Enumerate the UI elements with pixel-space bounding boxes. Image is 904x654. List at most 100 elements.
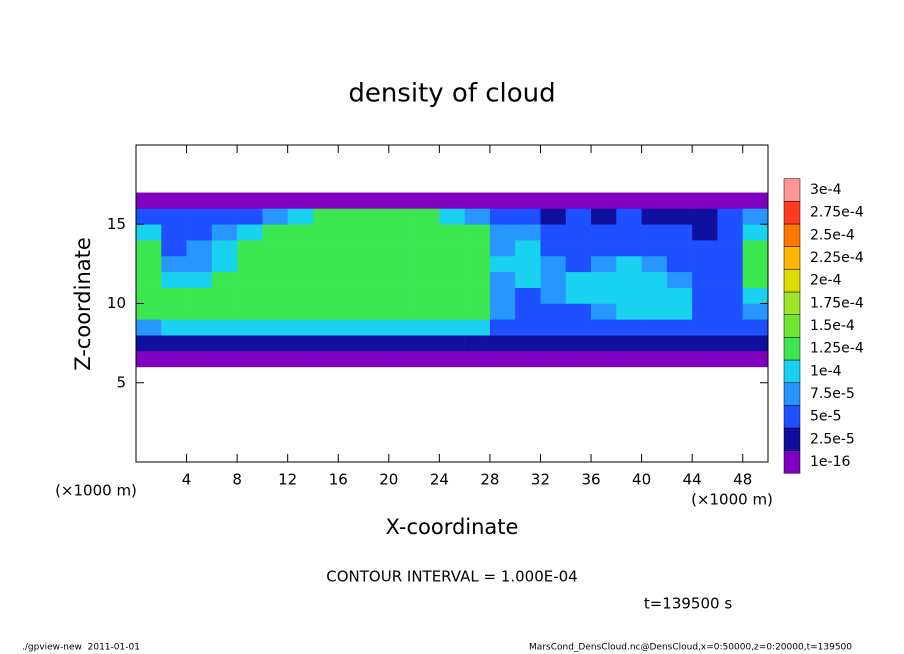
cell <box>742 287 769 304</box>
cell <box>161 335 187 352</box>
x-tick-label: 36 <box>581 471 600 489</box>
cell <box>717 192 744 209</box>
x-tick-label: 24 <box>430 471 449 489</box>
cell <box>742 335 769 352</box>
cell <box>591 319 617 336</box>
cell <box>515 192 541 209</box>
cell <box>666 255 693 273</box>
cell <box>136 240 162 257</box>
cell <box>666 240 693 257</box>
contour-interval: CONTOUR INTERVAL = 1.000E-04 <box>326 568 577 586</box>
cell <box>540 319 567 336</box>
cell <box>515 208 541 225</box>
colorbar-label: 2e-4 <box>810 273 842 289</box>
cell <box>211 351 238 368</box>
cell <box>515 271 541 288</box>
cell <box>540 192 567 209</box>
cell <box>666 351 693 368</box>
cell <box>464 287 491 304</box>
cell <box>565 192 592 209</box>
cell <box>591 351 617 368</box>
cell <box>237 240 263 257</box>
cell <box>489 335 516 352</box>
cell <box>287 208 314 225</box>
cell <box>136 271 162 288</box>
cell <box>540 224 567 241</box>
cell <box>363 351 390 368</box>
cell <box>515 255 541 273</box>
colorbar-box <box>783 178 801 202</box>
cell <box>363 208 390 225</box>
time-label: t=139500 s <box>644 595 732 613</box>
cell <box>186 192 213 209</box>
cell <box>515 351 541 368</box>
cell <box>388 224 415 241</box>
footer-left: ./gpview-new 2011-01-01 <box>22 643 140 653</box>
colorbar-box <box>783 291 801 315</box>
cell <box>616 303 642 320</box>
cell <box>540 208 567 225</box>
cell <box>616 319 642 336</box>
cell <box>439 192 465 209</box>
cell <box>237 287 263 304</box>
cell <box>565 303 592 320</box>
x-unit: (×1000 m) <box>691 491 773 509</box>
cell <box>211 224 238 241</box>
cell <box>312 240 339 257</box>
cell <box>717 303 744 320</box>
cell <box>262 224 288 241</box>
cell <box>717 335 744 352</box>
cell <box>363 224 390 241</box>
cell <box>616 192 642 209</box>
cell <box>136 287 162 304</box>
cell <box>287 240 314 257</box>
cell <box>186 319 213 336</box>
cell <box>540 303 567 320</box>
cell <box>388 335 415 352</box>
cell <box>363 255 390 273</box>
cell <box>136 303 162 320</box>
cell <box>515 224 541 241</box>
cell <box>161 303 187 320</box>
cell <box>136 335 162 352</box>
cell <box>414 319 440 336</box>
cell <box>388 192 415 209</box>
cell <box>591 255 617 273</box>
colorbar-box <box>783 450 801 474</box>
cell <box>237 335 263 352</box>
cell <box>464 303 491 320</box>
cell <box>211 303 238 320</box>
cell <box>414 303 440 320</box>
cell <box>666 335 693 352</box>
cell <box>312 319 339 336</box>
cell <box>464 240 491 257</box>
cell <box>211 271 238 288</box>
cell <box>742 224 769 241</box>
cell <box>591 208 617 225</box>
cell <box>338 335 364 352</box>
cell <box>262 255 288 273</box>
cell <box>742 319 769 336</box>
cell <box>312 287 339 304</box>
cell <box>515 303 541 320</box>
cell <box>388 287 415 304</box>
cell <box>338 319 364 336</box>
cell <box>591 224 617 241</box>
cell <box>565 351 592 368</box>
cell <box>616 208 642 225</box>
cell <box>692 208 718 225</box>
cell <box>186 240 213 257</box>
y-tick-label: 10 <box>107 294 126 312</box>
cell <box>666 192 693 209</box>
colorbar-label: 2.5e-5 <box>810 431 855 447</box>
cell <box>692 335 718 352</box>
cell <box>464 208 491 225</box>
cell <box>464 255 491 273</box>
cell <box>186 271 213 288</box>
cell <box>641 208 668 225</box>
cell <box>262 351 288 368</box>
colorbar-box <box>783 382 801 406</box>
x-tick-label: 44 <box>683 471 702 489</box>
cell <box>136 208 162 225</box>
